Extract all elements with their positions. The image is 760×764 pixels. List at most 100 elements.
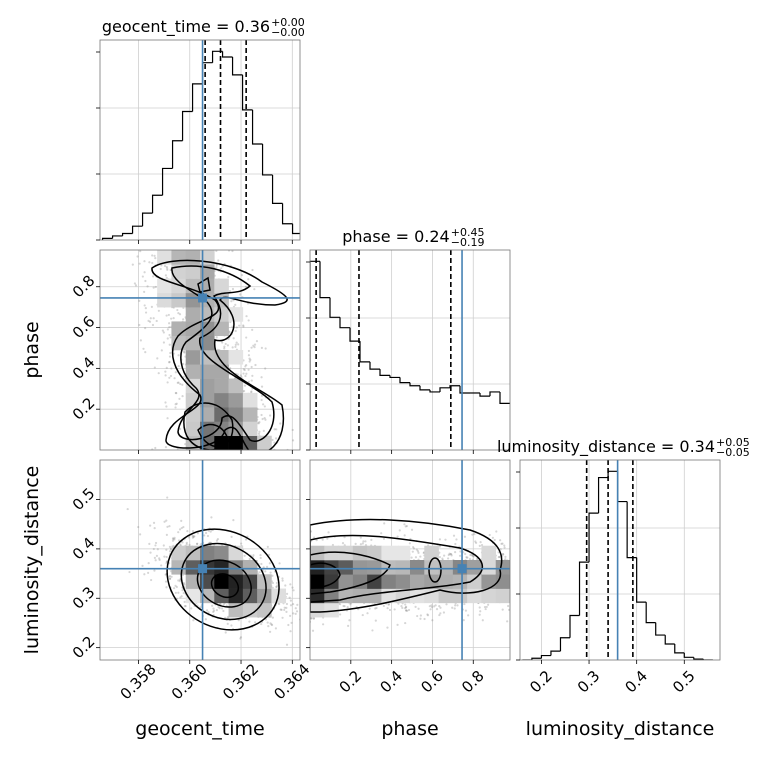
hist-phase-background bbox=[310, 250, 510, 450]
sample-point bbox=[177, 354, 179, 356]
sample-point bbox=[142, 275, 144, 277]
sample-point bbox=[504, 556, 506, 558]
sample-point bbox=[479, 610, 481, 612]
sample-point bbox=[292, 589, 294, 591]
truth-marker bbox=[198, 564, 207, 573]
sample-point bbox=[127, 508, 129, 510]
sample-point bbox=[269, 414, 271, 416]
sample-point bbox=[155, 286, 157, 288]
sample-point bbox=[184, 601, 186, 603]
sample-point bbox=[369, 608, 371, 610]
sample-point bbox=[295, 613, 297, 615]
sample-point bbox=[249, 558, 251, 560]
sample-point bbox=[170, 318, 172, 320]
sample-point bbox=[280, 609, 282, 611]
sample-point bbox=[227, 344, 229, 346]
sample-point bbox=[239, 637, 241, 639]
sample-point bbox=[168, 322, 170, 324]
sample-point bbox=[245, 315, 247, 317]
sample-point bbox=[248, 350, 250, 352]
sample-point bbox=[168, 525, 170, 527]
sample-point bbox=[296, 610, 298, 612]
sample-point bbox=[177, 592, 179, 594]
sample-point bbox=[151, 262, 153, 264]
sample-point bbox=[479, 545, 481, 547]
sample-point bbox=[273, 441, 275, 443]
sample-point bbox=[147, 572, 149, 574]
sample-point bbox=[149, 525, 151, 527]
sample-point bbox=[269, 622, 271, 624]
sample-point bbox=[290, 604, 292, 606]
sample-point bbox=[411, 529, 413, 531]
sample-point bbox=[165, 374, 167, 376]
sample-point bbox=[281, 617, 283, 619]
sample-point bbox=[443, 611, 445, 613]
sample-point bbox=[245, 538, 247, 540]
sample-point bbox=[165, 446, 167, 448]
sample-point bbox=[247, 278, 249, 280]
sample-point bbox=[164, 401, 166, 403]
sample-point bbox=[211, 605, 213, 607]
sample-point bbox=[355, 543, 357, 545]
hist-luminosity_distance-title: luminosity_distance = 0.34+0.05−0.05 bbox=[497, 436, 750, 459]
sample-point bbox=[225, 343, 227, 345]
sample-point bbox=[265, 347, 267, 349]
sample-point bbox=[165, 549, 167, 551]
sample-point bbox=[148, 261, 150, 263]
sample-point bbox=[286, 603, 288, 605]
sample-point bbox=[163, 331, 165, 333]
sample-point bbox=[456, 604, 458, 606]
sample-point bbox=[223, 347, 225, 349]
sample-point bbox=[275, 437, 277, 439]
sample-point bbox=[169, 575, 171, 577]
sample-point bbox=[155, 559, 157, 561]
sample-point bbox=[221, 607, 223, 609]
sample-point bbox=[261, 399, 263, 401]
sample-point bbox=[279, 422, 281, 424]
sample-point bbox=[465, 556, 467, 558]
sample-point bbox=[370, 539, 372, 541]
sample-point bbox=[144, 304, 146, 306]
sample-point bbox=[230, 624, 232, 626]
sample-point bbox=[289, 583, 291, 585]
sample-point bbox=[158, 310, 160, 312]
sample-point bbox=[165, 274, 167, 276]
sample-point bbox=[420, 614, 422, 616]
sample-point bbox=[176, 403, 178, 405]
sample-point bbox=[416, 615, 418, 617]
sample-point bbox=[196, 543, 198, 545]
sample-point bbox=[236, 342, 238, 344]
sample-point bbox=[348, 619, 350, 621]
sample-point bbox=[360, 537, 362, 539]
sample-point bbox=[207, 535, 209, 537]
sample-point bbox=[479, 614, 481, 616]
sample-point bbox=[203, 534, 205, 536]
sample-point bbox=[215, 266, 217, 268]
sample-point bbox=[169, 550, 171, 552]
sample-point bbox=[292, 603, 294, 605]
sample-point bbox=[245, 364, 247, 366]
density-cell bbox=[214, 560, 229, 575]
sample-point bbox=[132, 264, 134, 266]
sample-point bbox=[235, 330, 237, 332]
sample-point bbox=[286, 644, 288, 646]
density-cell bbox=[243, 393, 258, 408]
sample-point bbox=[431, 606, 433, 608]
sample-point bbox=[167, 337, 169, 339]
sample-point bbox=[347, 625, 349, 627]
sample-point bbox=[166, 314, 168, 316]
sample-point bbox=[292, 439, 294, 441]
sample-point bbox=[164, 370, 166, 372]
sample-point bbox=[216, 336, 218, 338]
sample-point bbox=[260, 563, 262, 565]
sample-point bbox=[173, 377, 175, 379]
sample-point bbox=[186, 542, 188, 544]
sample-point bbox=[419, 555, 421, 557]
sample-point bbox=[153, 548, 155, 550]
sample-point bbox=[429, 605, 431, 607]
sample-point bbox=[301, 623, 303, 625]
sample-point bbox=[182, 318, 184, 320]
sample-point bbox=[233, 337, 235, 339]
